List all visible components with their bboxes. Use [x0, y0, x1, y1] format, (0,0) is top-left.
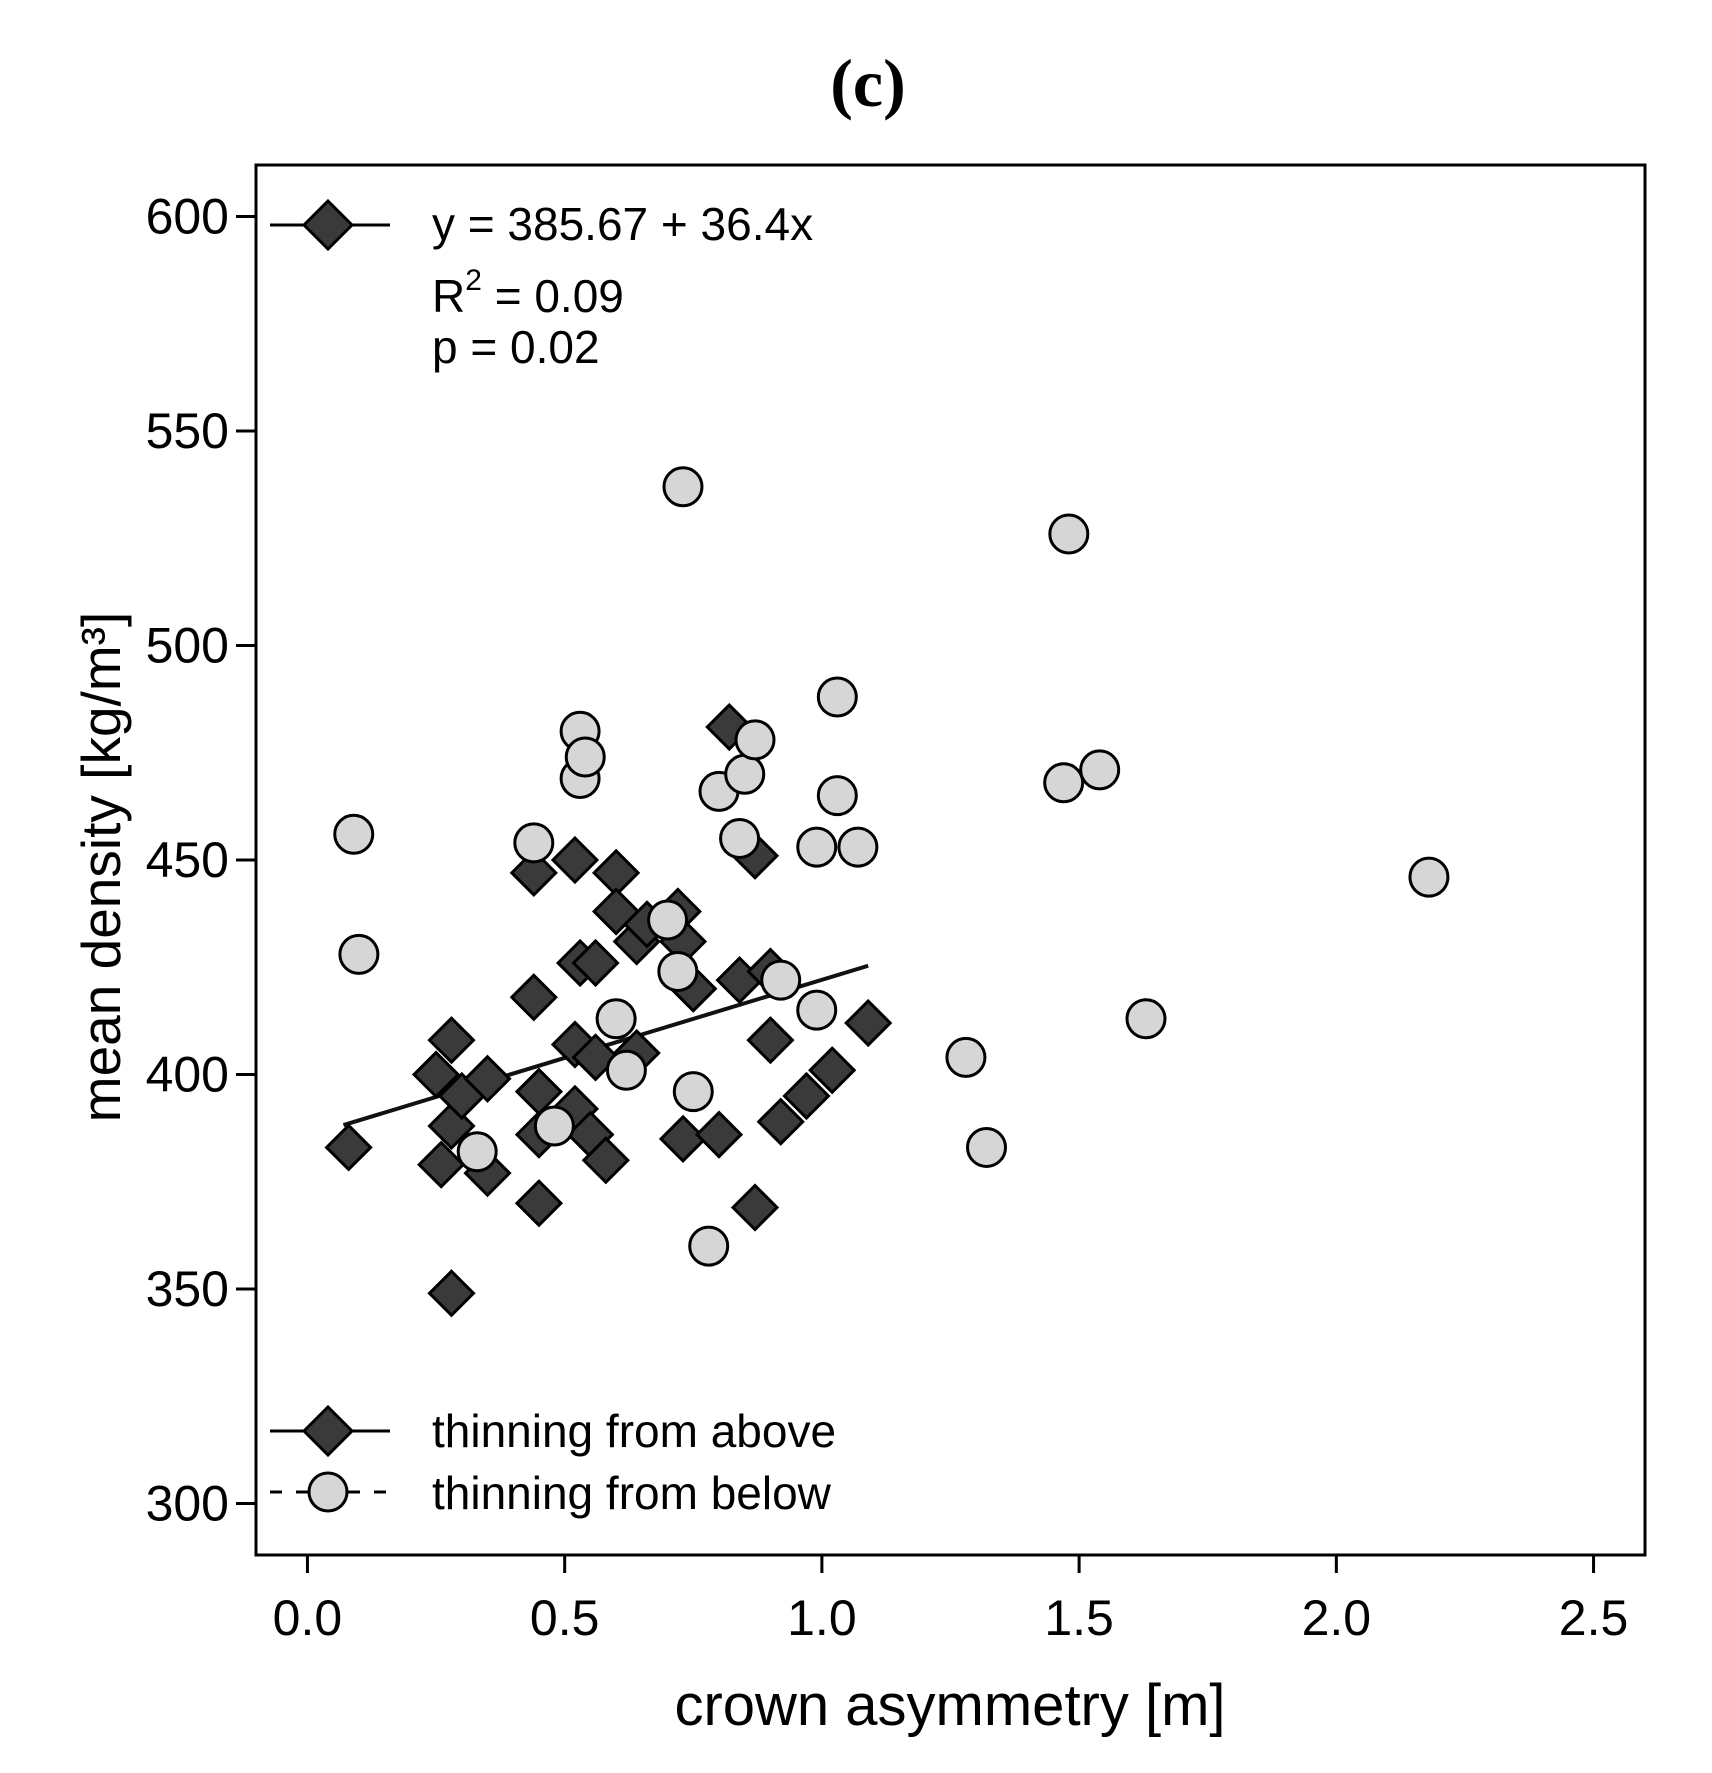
legend-item-thinning-from-below: thinning from below	[270, 1467, 832, 1519]
y-tick-label: 400	[146, 1047, 229, 1103]
legend-circle-marker	[307, 1471, 349, 1513]
data-point-circle	[796, 826, 838, 868]
legend-item-thinning-from-above: thinning from above	[270, 1404, 836, 1458]
x-tick-label: 1.0	[787, 1590, 857, 1646]
data-point-diamond	[463, 1054, 512, 1103]
y-tick-label: 300	[146, 1476, 229, 1532]
data-point-diamond	[509, 973, 558, 1022]
data-point-circle	[1125, 998, 1167, 1040]
r2-text: R2 = 0.09	[432, 264, 624, 322]
data-point-circle	[647, 899, 689, 941]
data-point-diamond	[782, 1071, 831, 1121]
data-point-circle	[1408, 856, 1450, 898]
r2-prefix: R	[432, 270, 465, 322]
legend-label-below: thinning from below	[432, 1467, 832, 1519]
data-point-circle	[1043, 762, 1085, 804]
y-tick-label: 500	[146, 617, 229, 673]
data-point-circle	[513, 822, 555, 864]
data-point-diamond	[844, 998, 893, 1048]
data-point-diamond	[427, 1016, 476, 1065]
data-point-circle	[657, 951, 699, 993]
data-point-circle	[456, 1131, 498, 1173]
data-point-diamond	[427, 1269, 476, 1318]
panel-label: (c)	[830, 45, 905, 121]
data-point-circle	[796, 989, 838, 1031]
data-point-diamond	[808, 1046, 857, 1095]
equation-text: y = 385.67 + 36.4x	[432, 198, 813, 250]
data-point-circle	[816, 676, 858, 718]
r2-value: = 0.09	[482, 270, 624, 322]
data-point-circle	[724, 753, 766, 795]
data-point-circle	[595, 998, 637, 1040]
y-tick-label: 450	[146, 832, 229, 888]
x-tick-label: 0.5	[530, 1590, 600, 1646]
data-point-circle	[719, 818, 761, 860]
data-point-circle	[662, 466, 704, 508]
data-point-diamond	[514, 1179, 564, 1228]
r2-superscript: 2	[465, 264, 482, 297]
x-tick-label: 1.5	[1044, 1590, 1114, 1646]
data-point-diamond	[658, 1114, 708, 1163]
data-point-diamond	[324, 1123, 373, 1172]
x-tick-label: 2.0	[1302, 1590, 1372, 1646]
data-point-diamond	[746, 1016, 795, 1065]
data-point-diamond	[571, 938, 620, 988]
data-point-circle	[564, 736, 606, 778]
data-point-diamond	[417, 1140, 466, 1189]
data-point-circle	[605, 1049, 647, 1091]
y-axis-label: mean density [kg/m³]	[70, 612, 132, 1122]
x-tick-label: 0.0	[273, 1590, 343, 1646]
data-point-circle	[333, 813, 375, 855]
data-point-diamond	[581, 1136, 630, 1185]
data-point-circle	[966, 1126, 1008, 1168]
data-point-diamond	[550, 835, 600, 885]
data-point-diamond	[694, 1110, 744, 1159]
data-point-circle	[688, 1225, 730, 1267]
p-value-text: p = 0.02	[432, 321, 600, 373]
annotation-diamond-marker	[301, 198, 355, 252]
data-point-circle	[734, 719, 776, 761]
legend-label-above: thinning from above	[432, 1405, 836, 1457]
data-point-circle	[533, 1105, 575, 1147]
data-point-circle	[672, 1071, 714, 1113]
y-tick-label: 350	[146, 1261, 229, 1317]
y-tick-label: 550	[146, 403, 229, 459]
x-tick-label: 2.5	[1559, 1590, 1629, 1646]
x-axis-label: crown asymmetry [m]	[674, 1673, 1225, 1738]
data-point-diamond	[411, 1050, 461, 1099]
fit-annotation: y = 385.67 + 36.4x R2 = 0.09 p = 0.02	[270, 198, 813, 373]
series-thinning-from-below	[333, 466, 1450, 1267]
data-point-diamond	[730, 1183, 780, 1232]
data-point-circle	[1079, 749, 1121, 791]
data-point-circle	[816, 775, 858, 817]
data-point-circle	[338, 933, 380, 975]
y-tick-label: 600	[146, 188, 229, 244]
x-axis: 0.0 0.5 1.0 1.5 2.0 2.5	[273, 1555, 1629, 1646]
data-point-circle	[760, 959, 802, 1001]
data-point-circle	[1048, 513, 1090, 555]
legend: thinning from above thinning from below	[270, 1404, 836, 1519]
data-point-circle	[945, 1036, 987, 1078]
legend-diamond-marker	[301, 1404, 355, 1458]
y-axis: 300 350 400 450 500 550 600	[146, 188, 256, 1532]
data-point-diamond	[756, 1097, 805, 1146]
data-point-circle	[837, 826, 879, 868]
data-point-diamond	[509, 848, 558, 897]
